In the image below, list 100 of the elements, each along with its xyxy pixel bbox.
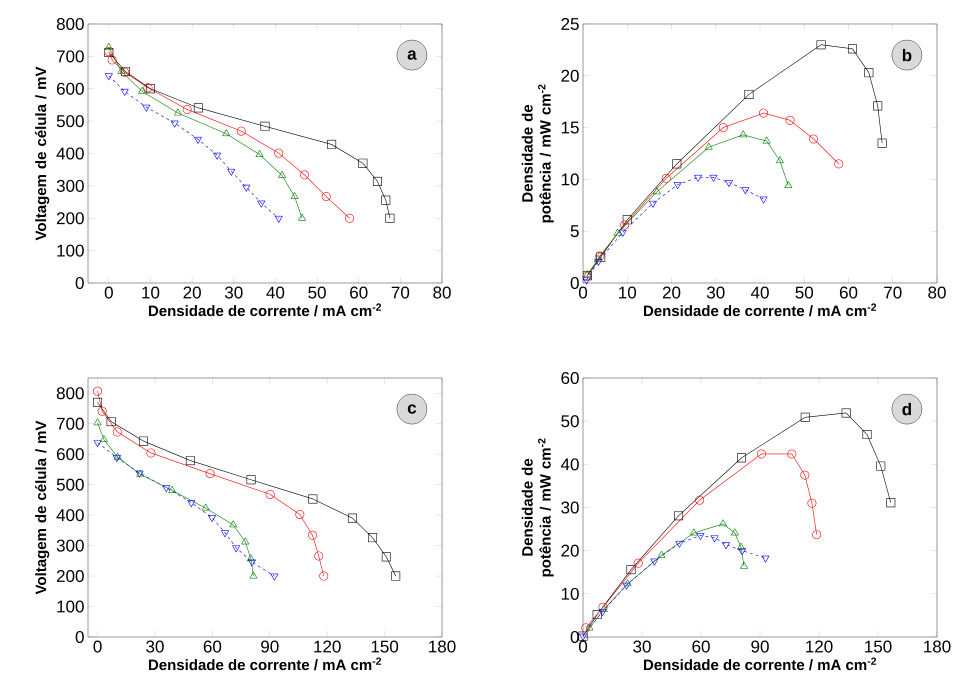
y-tick-label: 400 bbox=[56, 147, 84, 160]
point bbox=[886, 498, 896, 508]
point bbox=[112, 427, 122, 436]
point bbox=[278, 171, 286, 178]
point bbox=[807, 498, 816, 508]
point bbox=[146, 448, 156, 458]
point bbox=[672, 159, 682, 168]
point bbox=[345, 214, 354, 223]
point bbox=[142, 104, 150, 112]
point bbox=[690, 528, 698, 536]
point bbox=[718, 123, 728, 132]
point bbox=[787, 449, 796, 458]
x-tick-label: 120 bbox=[314, 640, 341, 653]
point bbox=[738, 548, 746, 556]
point bbox=[582, 277, 590, 284]
point bbox=[290, 192, 299, 199]
point bbox=[776, 156, 784, 164]
point bbox=[740, 562, 748, 569]
point bbox=[762, 556, 770, 563]
point bbox=[248, 560, 256, 567]
y-tick-label: 0 bbox=[76, 276, 84, 290]
x-tick-label: 70 bbox=[884, 286, 902, 299]
x-tick-label: 50 bbox=[308, 286, 326, 299]
point bbox=[385, 214, 394, 223]
x-tick-label: 10 bbox=[619, 286, 636, 299]
x-axis-title: Densidade de corrente / mA cm$^{-2}$ bbox=[148, 657, 382, 670]
point bbox=[295, 510, 304, 520]
y-tick-label: 700 bbox=[56, 50, 84, 62]
point bbox=[232, 545, 240, 552]
x-tick-label: 40 bbox=[266, 286, 284, 299]
y-tick-label: 10 bbox=[562, 173, 579, 186]
point bbox=[236, 126, 246, 136]
point bbox=[648, 200, 657, 208]
point bbox=[694, 174, 702, 182]
x-axis-title: Densidade de corrente / mA cm$^{-2}$ bbox=[644, 303, 876, 316]
point bbox=[300, 170, 310, 180]
x-tick-label: 90 bbox=[751, 640, 769, 653]
point bbox=[186, 456, 195, 466]
x-tick-label: 30 bbox=[224, 286, 243, 299]
point bbox=[298, 214, 306, 221]
y-tick-label: 0 bbox=[76, 630, 84, 644]
point bbox=[372, 176, 382, 186]
point bbox=[876, 462, 886, 471]
point bbox=[674, 182, 682, 190]
point bbox=[270, 574, 278, 581]
point bbox=[719, 519, 727, 526]
y-tick-label: 500 bbox=[56, 115, 84, 128]
y-tick-label: 700 bbox=[56, 418, 84, 430]
x-tick-label: 0 bbox=[94, 640, 102, 653]
point bbox=[710, 174, 718, 182]
x-tick-label: 180 bbox=[924, 640, 951, 653]
y-axis-title: Densidade de potência / mW cm$^{-2}$ bbox=[522, 438, 554, 576]
y-axis-title: Voltagem de célula / mV bbox=[35, 66, 50, 240]
x-tick-label: 50 bbox=[795, 286, 814, 299]
point bbox=[581, 623, 590, 632]
x-tick-label: 20 bbox=[662, 286, 680, 299]
point bbox=[260, 122, 270, 131]
x-tick-label: 30 bbox=[633, 640, 651, 653]
point bbox=[812, 530, 822, 540]
x-tick-label: 30 bbox=[706, 286, 725, 299]
point bbox=[208, 515, 216, 522]
point bbox=[221, 530, 229, 538]
point bbox=[739, 130, 748, 138]
point bbox=[878, 138, 887, 148]
point bbox=[725, 180, 733, 187]
point bbox=[634, 558, 643, 568]
point bbox=[138, 436, 148, 446]
point bbox=[246, 554, 255, 562]
point bbox=[358, 158, 368, 168]
point bbox=[257, 200, 266, 208]
x-tick-label: 60 bbox=[204, 640, 222, 653]
point bbox=[120, 88, 129, 96]
point bbox=[104, 42, 113, 50]
point bbox=[266, 490, 275, 499]
x-tick-label: 90 bbox=[261, 640, 279, 653]
x-axis-title: Densidade de corrente / mA cm$^{-2}$ bbox=[148, 303, 382, 316]
point bbox=[624, 579, 632, 586]
point bbox=[784, 181, 792, 188]
x-tick-label: 120 bbox=[806, 640, 833, 653]
point bbox=[206, 469, 215, 478]
annotation: d bbox=[902, 402, 911, 416]
x-tick-label: 10 bbox=[142, 286, 160, 299]
point bbox=[594, 254, 602, 262]
point bbox=[274, 148, 284, 158]
point bbox=[117, 66, 126, 74]
point bbox=[168, 486, 176, 493]
point bbox=[864, 68, 874, 78]
point bbox=[246, 475, 256, 484]
point bbox=[873, 101, 882, 110]
x-tick-label: 40 bbox=[750, 286, 769, 299]
point bbox=[391, 572, 400, 581]
y-tick-label: 300 bbox=[56, 180, 84, 192]
point bbox=[583, 270, 592, 278]
y-tick-label: 10 bbox=[562, 588, 579, 600]
x-tick-label: 150 bbox=[372, 640, 398, 653]
point bbox=[704, 142, 713, 150]
point bbox=[274, 216, 283, 223]
y-tick-label: 0 bbox=[570, 276, 579, 290]
point bbox=[229, 520, 238, 528]
y-axis-title: Voltagem de célula / mV bbox=[35, 420, 50, 594]
